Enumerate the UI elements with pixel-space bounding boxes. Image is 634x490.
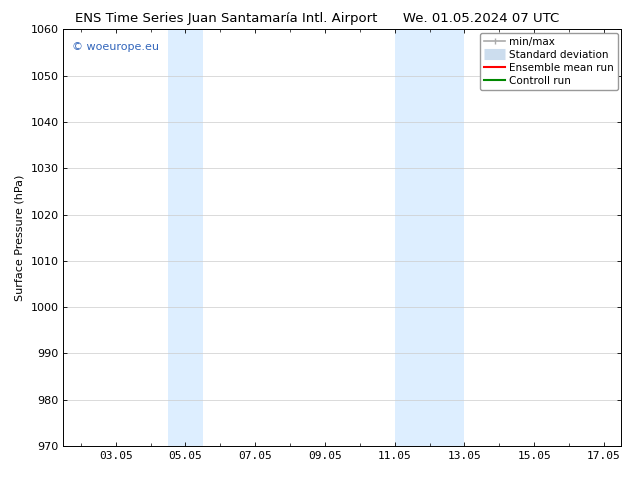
Legend: min/max, Standard deviation, Ensemble mean run, Controll run: min/max, Standard deviation, Ensemble me… — [480, 32, 618, 90]
Y-axis label: Surface Pressure (hPa): Surface Pressure (hPa) — [15, 174, 25, 301]
Text: ENS Time Series Juan Santamaría Intl. Airport      We. 01.05.2024 07 UTC: ENS Time Series Juan Santamaría Intl. Ai… — [75, 12, 559, 25]
Bar — [168, 29, 203, 446]
Bar — [394, 29, 464, 446]
Text: © woeurope.eu: © woeurope.eu — [72, 42, 158, 52]
